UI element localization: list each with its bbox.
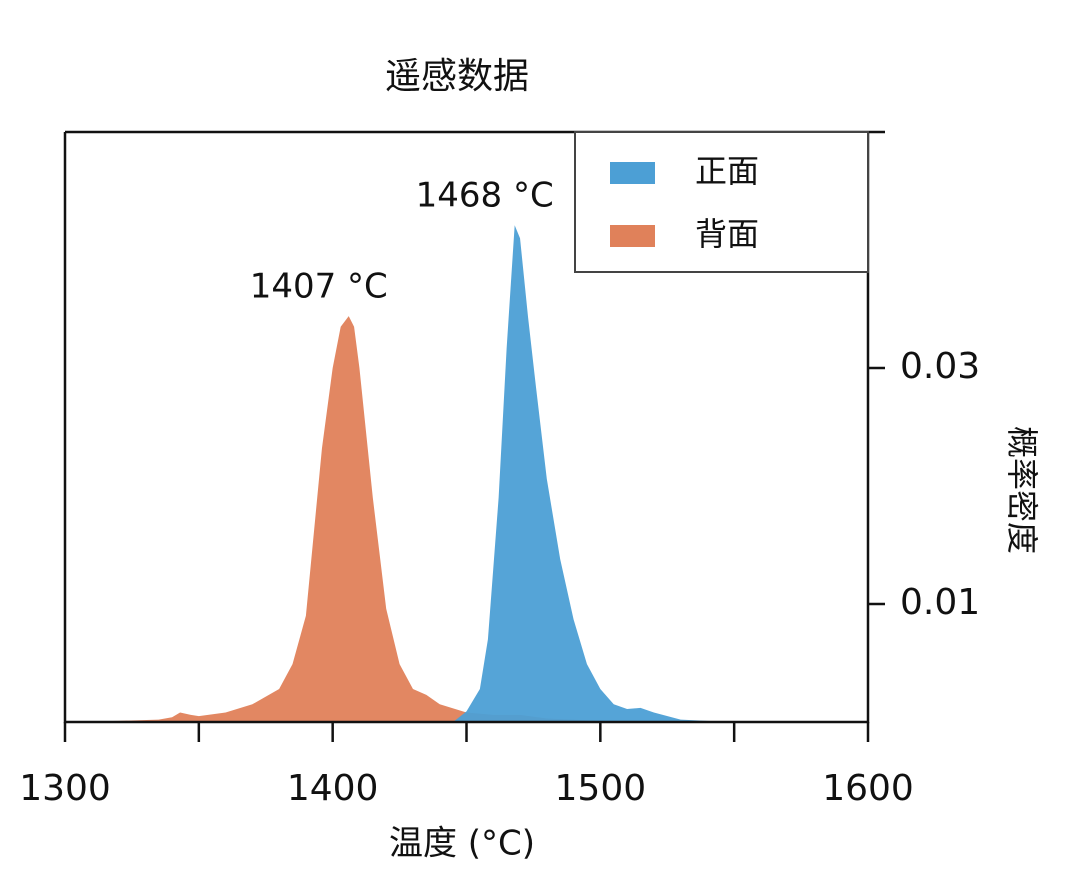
- legend-swatch: [610, 225, 655, 247]
- peak-annotation: 1407 °C: [250, 267, 388, 307]
- peak-annotation: 1468 °C: [416, 176, 554, 216]
- x-tick-label: 1300: [19, 768, 111, 809]
- x-tick-label: 1400: [287, 768, 379, 809]
- legend-label: 背面: [695, 215, 759, 253]
- density-area: [453, 225, 735, 722]
- legend-box: [574, 131, 869, 273]
- legend-swatch: [610, 162, 655, 184]
- y-tick-label: 0.01: [900, 582, 980, 623]
- x-tick-label: 1500: [555, 768, 647, 809]
- x-axis-label: 温度 (°C): [389, 824, 535, 864]
- legend-label: 正面: [695, 152, 759, 190]
- chart-title: 遥感数据: [385, 56, 529, 97]
- y-axis-label: 概率密度: [1003, 426, 1041, 554]
- x-tick-label: 1600: [822, 768, 914, 809]
- y-tick-label: 0.03: [900, 346, 980, 387]
- density-area: [65, 316, 654, 722]
